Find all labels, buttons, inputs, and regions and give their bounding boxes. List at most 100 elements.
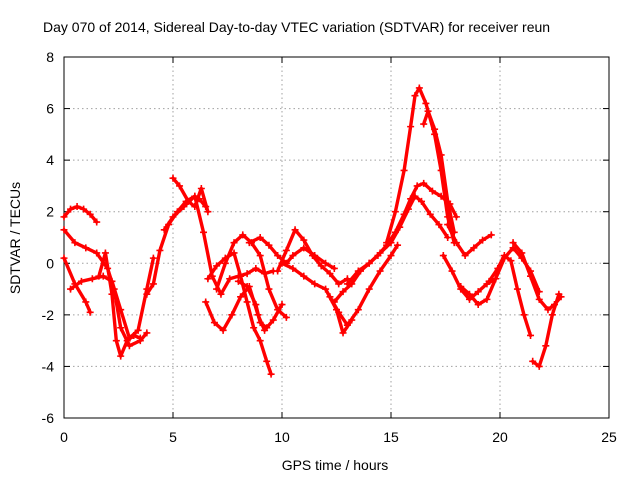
data-point	[542, 342, 550, 350]
series-10	[204, 249, 275, 378]
data-point	[452, 239, 460, 247]
data-point	[494, 264, 502, 272]
data-point	[267, 370, 275, 378]
data-point	[282, 313, 290, 321]
data-point	[245, 239, 253, 247]
data-point	[252, 264, 260, 272]
data-point	[143, 329, 151, 337]
data-point	[396, 223, 404, 231]
data-point	[263, 357, 271, 365]
data-point	[274, 267, 282, 275]
data-point	[529, 357, 537, 365]
x-axis-label: GPS time / hours	[282, 457, 389, 473]
series-line	[171, 176, 210, 214]
data-point	[169, 213, 177, 221]
data-point	[265, 241, 273, 249]
series-8	[160, 192, 277, 298]
series-line	[280, 261, 354, 335]
data-point	[234, 277, 242, 285]
data-point	[376, 267, 384, 275]
data-point	[330, 298, 338, 306]
data-point	[330, 264, 338, 272]
data-point	[289, 252, 297, 260]
data-point	[60, 213, 68, 221]
series-12	[234, 277, 286, 332]
data-point	[326, 293, 334, 301]
data-point	[237, 293, 245, 301]
data-point	[376, 249, 384, 257]
data-point	[256, 234, 264, 241]
data-point	[461, 252, 469, 260]
data-point	[93, 218, 101, 226]
series-line	[62, 256, 92, 314]
data-point	[282, 246, 290, 254]
data-point	[485, 277, 493, 285]
data-point	[457, 282, 465, 290]
data-point	[507, 257, 515, 265]
data-point	[548, 311, 556, 319]
data-point	[354, 306, 362, 314]
data-point	[82, 244, 90, 252]
data-point	[444, 234, 452, 241]
data-point	[149, 254, 157, 262]
data-point	[311, 280, 319, 288]
y-axis-label: SDTVAR / TECUs	[7, 182, 23, 294]
plot-frame	[63, 56, 610, 419]
data-point	[483, 295, 491, 303]
data-point	[322, 285, 330, 293]
series-line	[214, 233, 289, 320]
data-point	[326, 270, 334, 278]
data-point	[71, 239, 79, 247]
data-point	[426, 210, 434, 218]
x-tick-label: 25	[601, 429, 617, 445]
data-point	[252, 301, 260, 309]
data-point	[394, 241, 402, 249]
data-point	[339, 288, 347, 296]
data-point	[431, 125, 439, 133]
data-point	[444, 197, 452, 205]
data-point	[112, 337, 120, 345]
data-point	[239, 231, 247, 239]
series-26	[529, 290, 563, 370]
data-point	[230, 239, 238, 247]
data-point	[535, 295, 543, 303]
axis-ticks: 0 5 10 15 20 25 -6 -4 -2 0 2 4 6 8	[42, 49, 617, 445]
data-point	[424, 107, 432, 115]
data-point	[535, 362, 543, 370]
data-point	[470, 244, 478, 252]
data-point	[77, 277, 85, 285]
data-point	[527, 331, 535, 339]
data-point	[544, 306, 552, 314]
data-point	[274, 252, 282, 260]
data-point	[60, 226, 68, 234]
data-point	[265, 285, 273, 293]
series-line	[487, 253, 533, 338]
data-point	[289, 264, 297, 272]
series-17	[330, 179, 460, 306]
data-point	[335, 308, 343, 316]
series-15	[278, 259, 356, 337]
data-point	[95, 272, 103, 280]
data-point	[169, 174, 177, 182]
y-tick-label: 6	[46, 101, 54, 117]
y-tick-label: 8	[46, 49, 54, 65]
data-point	[176, 182, 184, 190]
grid-lines	[64, 57, 609, 418]
data-point	[256, 319, 264, 327]
data-point	[256, 337, 264, 345]
data-point	[256, 252, 264, 260]
y-tick-label: -2	[42, 307, 55, 323]
data-point	[278, 301, 286, 309]
series-14	[274, 226, 351, 288]
data-point	[108, 290, 116, 298]
data-point	[407, 123, 415, 131]
data-point	[413, 182, 421, 190]
data-point	[513, 285, 521, 293]
data-point	[200, 228, 208, 236]
data-point	[204, 208, 212, 216]
data-point	[527, 272, 535, 280]
data-point	[210, 319, 218, 327]
data-point	[383, 239, 391, 247]
data-point	[101, 249, 109, 257]
data-point	[243, 270, 251, 278]
